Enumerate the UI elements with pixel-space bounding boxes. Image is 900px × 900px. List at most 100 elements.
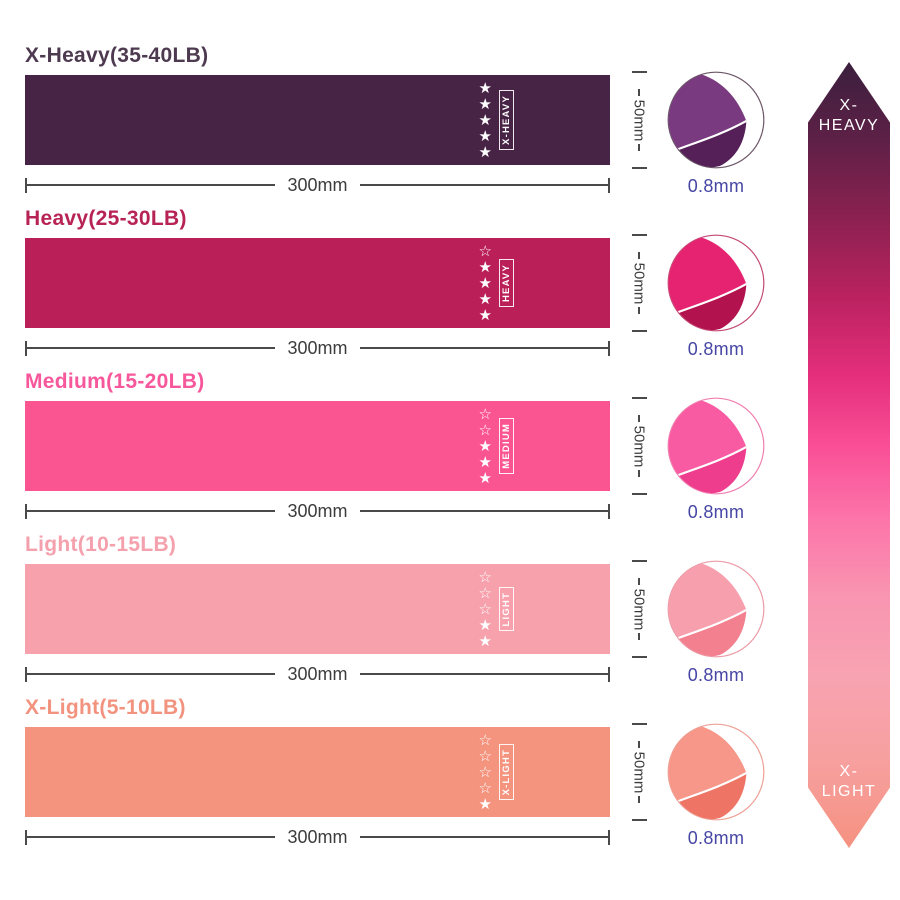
- height-dimension: 50mm: [618, 234, 660, 332]
- dimension-line: [359, 673, 608, 675]
- band-markings: ☆ ☆ ☆ ☆ ★ X-LIGHT: [479, 727, 514, 817]
- dimension-line: [638, 633, 640, 641]
- star-empty-icon: ☆: [478, 405, 492, 423]
- band-rectangle: ☆ ☆ ☆ ★ ★ LIGHT: [25, 564, 610, 654]
- folded-band-photo: [667, 397, 765, 495]
- folded-band-photo: [667, 560, 765, 658]
- star-rating: ★ ★ ★ ★ ★: [479, 80, 492, 160]
- dimension-tick: [25, 177, 27, 193]
- thickness-label: 0.8mm: [687, 339, 745, 359]
- height-dimension: 50mm: [618, 397, 660, 495]
- folded-band-photo: [667, 723, 765, 821]
- height-dimension-label: 50mm: [630, 99, 648, 141]
- dimension-tick: [631, 819, 647, 821]
- width-dimension-label: 300mm: [287, 664, 348, 684]
- star-filled-icon: ★: [478, 616, 492, 634]
- width-dimension: 300mm: [25, 662, 610, 686]
- band-section: Light(10-15LB) ☆ ☆ ☆ ★ ★ LIGHT 300mm 50mm: [0, 533, 900, 685]
- dimension-tick: [631, 560, 647, 562]
- star-filled-icon: ★: [478, 79, 492, 97]
- dimension-line: [638, 88, 640, 96]
- dimension-tick: [608, 340, 610, 356]
- star-filled-icon: ★: [478, 795, 492, 813]
- band-label: LIGHT: [501, 591, 512, 627]
- band-section: Medium(15-20LB) ☆ ☆ ★ ★ ★ MEDIUM 300mm 50mm: [0, 370, 900, 522]
- star-empty-icon: ☆: [478, 747, 492, 765]
- width-dimension: 300mm: [25, 336, 610, 360]
- dimension-tick: [608, 503, 610, 519]
- star-filled-icon: ★: [478, 453, 492, 471]
- band-title: Light(10-15LB): [25, 533, 177, 556]
- band-markings: ☆ ☆ ★ ★ ★ MEDIUM: [479, 401, 514, 491]
- band-label: X-HEAVY: [501, 95, 512, 145]
- star-empty-icon: ☆: [478, 584, 492, 602]
- width-dimension-label: 300mm: [287, 827, 348, 847]
- band-title: X-Heavy(35-40LB): [25, 44, 209, 67]
- dimension-tick: [631, 493, 647, 495]
- dimension-tick: [25, 340, 27, 356]
- folded-band-photo: [667, 71, 765, 169]
- dimension-line: [638, 577, 640, 585]
- dimension-line: [638, 414, 640, 422]
- thickness-label: 0.8mm: [687, 665, 745, 685]
- band-title: Heavy(25-30LB): [25, 207, 187, 230]
- star-empty-icon: ☆: [478, 242, 492, 260]
- dimension-line: [27, 836, 276, 838]
- star-filled-icon: ★: [478, 127, 492, 145]
- thickness-thumbnail: 0.8mm: [656, 723, 776, 849]
- dimension-line: [27, 347, 276, 349]
- band-rectangle: ☆ ☆ ☆ ☆ ★ X-LIGHT: [25, 727, 610, 817]
- width-dimension-label: 300mm: [287, 175, 348, 195]
- height-dimension-label: 50mm: [630, 751, 648, 793]
- thickness-label: 0.8mm: [687, 176, 745, 196]
- width-dimension-label: 300mm: [287, 338, 348, 358]
- dimension-tick: [631, 723, 647, 725]
- star-empty-icon: ☆: [478, 568, 492, 586]
- height-dimension: 50mm: [618, 560, 660, 658]
- dimension-line: [638, 470, 640, 478]
- star-filled-icon: ★: [478, 111, 492, 129]
- band-section: X-Light(5-10LB) ☆ ☆ ☆ ☆ ★ X-LIGHT 300mm 50mm: [0, 696, 900, 848]
- dimension-tick: [631, 234, 647, 236]
- height-dimension: 50mm: [618, 71, 660, 169]
- dimension-tick: [631, 167, 647, 169]
- star-rating: ☆ ☆ ★ ★ ★: [479, 406, 492, 486]
- band-label: MEDIUM: [501, 423, 512, 469]
- dimension-line: [27, 184, 276, 186]
- star-filled-icon: ★: [478, 274, 492, 292]
- star-rating: ☆ ☆ ☆ ☆ ★: [479, 732, 492, 812]
- band-markings: ★ ★ ★ ★ ★ X-HEAVY: [479, 75, 514, 165]
- dimension-line: [27, 673, 276, 675]
- band-label-box: X-HEAVY: [499, 90, 514, 150]
- thickness-label: 0.8mm: [687, 502, 745, 522]
- band-title: X-Light(5-10LB): [25, 696, 186, 719]
- thickness-label: 0.8mm: [687, 828, 745, 848]
- star-empty-icon: ☆: [478, 779, 492, 797]
- band-label: X-LIGHT: [501, 748, 512, 796]
- dimension-line: [638, 796, 640, 804]
- star-filled-icon: ★: [478, 143, 492, 161]
- star-rating: ☆ ★ ★ ★ ★: [479, 243, 492, 323]
- height-dimension-label: 50mm: [630, 262, 648, 304]
- band-markings: ☆ ★ ★ ★ ★ HEAVY: [479, 238, 514, 328]
- band-label-box: HEAVY: [499, 258, 514, 308]
- band-rectangle: ☆ ★ ★ ★ ★ HEAVY: [25, 238, 610, 328]
- dimension-tick: [608, 666, 610, 682]
- star-filled-icon: ★: [478, 306, 492, 324]
- star-filled-icon: ★: [478, 632, 492, 650]
- thickness-thumbnail: 0.8mm: [656, 560, 776, 686]
- star-filled-icon: ★: [478, 469, 492, 487]
- dimension-tick: [631, 71, 647, 73]
- height-dimension-label: 50mm: [630, 425, 648, 467]
- width-dimension: 300mm: [25, 499, 610, 523]
- width-dimension: 300mm: [25, 173, 610, 197]
- band-label-box: X-LIGHT: [499, 743, 514, 801]
- dimension-tick: [608, 177, 610, 193]
- band-title: Medium(15-20LB): [25, 370, 205, 393]
- dimension-tick: [25, 666, 27, 682]
- star-empty-icon: ☆: [478, 731, 492, 749]
- star-filled-icon: ★: [478, 95, 492, 113]
- star-empty-icon: ☆: [478, 600, 492, 618]
- star-filled-icon: ★: [478, 437, 492, 455]
